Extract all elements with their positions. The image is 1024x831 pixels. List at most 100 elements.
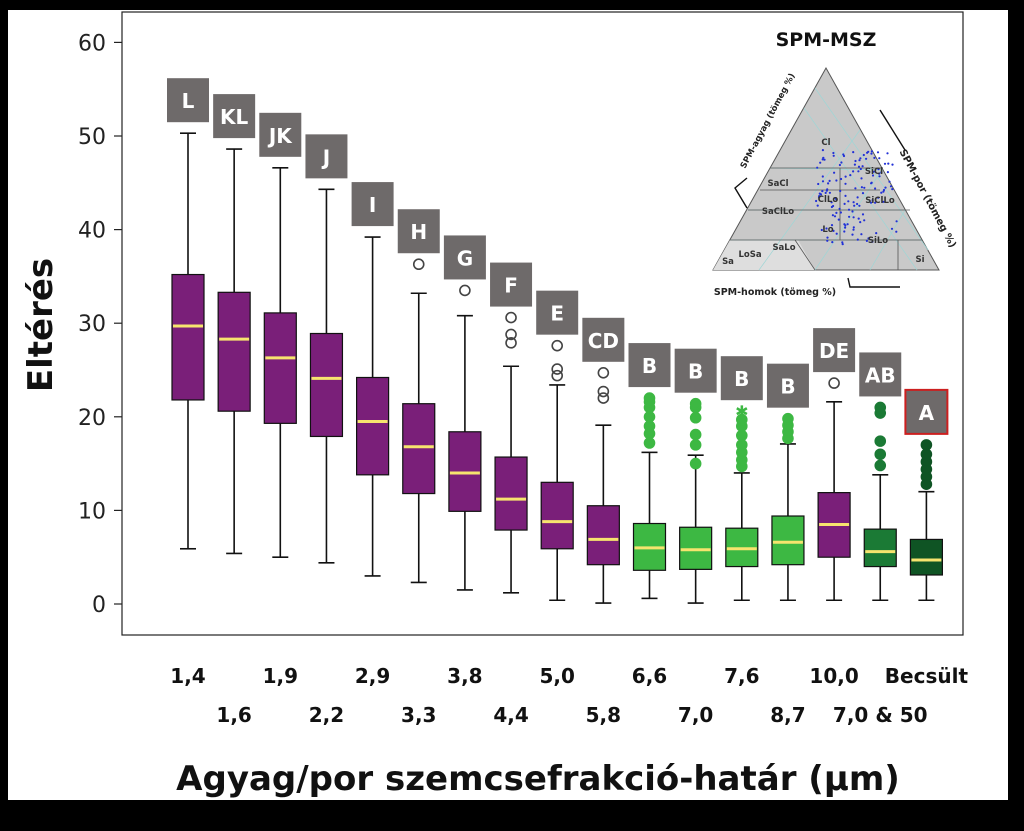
x-tick-label: 7,0 & 50	[833, 703, 928, 727]
outlier-point	[874, 459, 887, 472]
ternary-point	[832, 151, 835, 155]
ternary-point	[860, 186, 864, 189]
group-letter-label: KL	[220, 105, 248, 129]
y-tick-label: 60	[78, 31, 106, 56]
y-axis-title: Eltérés	[21, 258, 61, 392]
outlier-point	[735, 429, 748, 442]
ternary-class-label: Lo	[822, 225, 833, 235]
group-letter-label: F	[504, 274, 518, 298]
ternary-point	[870, 181, 873, 184]
x-tick-label: 1,4	[170, 664, 205, 688]
box-series: ✱	[171, 132, 944, 604]
ternary-point	[851, 233, 854, 236]
group-letter-label: H	[410, 220, 427, 244]
ternary-point	[891, 163, 894, 166]
group-letter-label: JK	[267, 124, 293, 148]
x-tick-label: 7,0	[678, 703, 713, 727]
ternary-class-label: SaLo	[772, 243, 795, 253]
outlier-point	[689, 411, 702, 424]
outlier-point	[643, 392, 656, 404]
ternary-point	[890, 227, 894, 230]
ternary-point	[826, 239, 829, 242]
ternary-class-label: Sa	[722, 257, 734, 267]
group-letter-badge	[443, 235, 486, 280]
ternary-point	[849, 174, 852, 177]
outlier-point	[689, 428, 702, 441]
group-letter-badge	[351, 182, 394, 227]
ternary-class-label: SiClLo	[865, 196, 895, 206]
ternary-point	[842, 154, 846, 158]
inset-arrow-right	[879, 109, 906, 151]
ternary-point	[852, 201, 855, 204]
group-letter-badge	[397, 209, 440, 254]
inset-arrow-bottom	[847, 277, 900, 288]
ternary-class-label: SiCl	[865, 167, 883, 177]
ternary-point	[835, 198, 838, 201]
outlier-point	[551, 369, 564, 382]
outlier-point	[920, 448, 933, 461]
ternary-point	[875, 232, 878, 235]
ternary-point	[853, 204, 856, 207]
x-axis-title: Agyag/por szemcsefrakció-határ (μm)	[176, 759, 900, 799]
ternary-point	[844, 224, 847, 227]
group-letter-badge	[536, 290, 579, 335]
ternary-point	[846, 223, 849, 226]
ternary-point	[816, 204, 819, 207]
ternary-point	[863, 186, 866, 189]
ternary-point	[838, 207, 841, 210]
outlier-point	[643, 437, 656, 449]
ternary-point	[835, 211, 838, 214]
group-letter-label: DE	[819, 339, 849, 363]
outlier-star: ✱	[735, 402, 748, 421]
inset-arrow-left	[734, 177, 748, 209]
x-tick-label: 5,8	[586, 703, 621, 727]
ternary-point	[823, 158, 826, 161]
ternary-point	[867, 237, 870, 240]
ternary-point	[818, 192, 821, 195]
ternary-lower-zone	[713, 240, 815, 270]
group-letter-badge	[213, 94, 256, 139]
ternary-point	[861, 213, 865, 216]
ternary-point	[821, 149, 825, 152]
ternary-point	[857, 170, 860, 173]
ternary-point	[824, 191, 827, 194]
ternary-point	[835, 232, 838, 235]
ternary-point	[874, 201, 877, 204]
ternary-point	[833, 215, 837, 218]
ternary-point	[838, 163, 842, 167]
outlier-point	[459, 284, 471, 297]
ternary-point	[877, 168, 880, 171]
ternary-point	[852, 216, 855, 219]
ternary-point	[873, 156, 876, 159]
ternary-point	[882, 200, 885, 203]
outlier-point	[597, 367, 610, 379]
outlier-point	[782, 412, 794, 425]
ternary-point	[877, 196, 880, 199]
ternary-point	[825, 189, 829, 192]
ternary-point	[883, 162, 887, 165]
ternary-point	[827, 182, 830, 185]
ternary-point	[871, 174, 875, 177]
ternary-point	[821, 180, 825, 183]
group-letter-badge	[490, 262, 533, 307]
x-tick-label: 1,6	[216, 703, 251, 727]
ternary-point	[828, 179, 831, 182]
ternary-point	[820, 228, 823, 232]
ternary-point	[861, 165, 864, 168]
ternary-point	[831, 214, 835, 217]
ternary-point	[852, 226, 855, 229]
box-iqr	[909, 538, 944, 576]
ternary-point	[884, 186, 887, 189]
inset-title: SPM-MSZ	[776, 29, 877, 51]
group-letter-badge	[859, 352, 902, 397]
group-letter-badge	[259, 112, 302, 157]
x-tick-label: 5,0	[539, 664, 574, 688]
ternary-sample-points	[815, 149, 898, 246]
ternary-point	[876, 151, 880, 154]
ternary-point	[817, 182, 820, 186]
box-iqr	[586, 505, 620, 566]
ternary-class-label: ClLo	[818, 195, 839, 205]
ternary-point	[880, 171, 883, 174]
box-iqr	[494, 456, 528, 531]
